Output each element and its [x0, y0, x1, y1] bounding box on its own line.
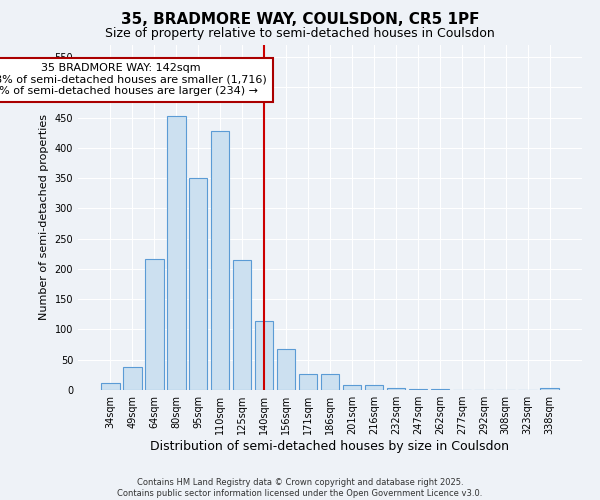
- Bar: [189, 178, 208, 390]
- Text: Contains HM Land Registry data © Crown copyright and database right 2025.
Contai: Contains HM Land Registry data © Crown c…: [118, 478, 482, 498]
- Bar: [233, 260, 251, 390]
- Text: 35 BRADMORE WAY: 142sqm
← 88% of semi-detached houses are smaller (1,716)
12% of: 35 BRADMORE WAY: 142sqm ← 88% of semi-de…: [0, 63, 267, 96]
- Bar: [320, 374, 340, 390]
- Bar: [386, 388, 405, 390]
- Bar: [365, 385, 383, 390]
- Bar: [343, 385, 361, 390]
- Bar: [123, 367, 142, 390]
- Bar: [211, 131, 229, 390]
- Bar: [255, 321, 274, 390]
- Bar: [541, 388, 559, 390]
- Bar: [299, 374, 317, 390]
- Bar: [145, 258, 164, 390]
- Text: 35, BRADMORE WAY, COULSDON, CR5 1PF: 35, BRADMORE WAY, COULSDON, CR5 1PF: [121, 12, 479, 28]
- Bar: [277, 350, 295, 390]
- Bar: [101, 384, 119, 390]
- Y-axis label: Number of semi-detached properties: Number of semi-detached properties: [39, 114, 49, 320]
- Bar: [409, 389, 427, 390]
- Bar: [167, 116, 185, 390]
- Text: Size of property relative to semi-detached houses in Coulsdon: Size of property relative to semi-detach…: [105, 28, 495, 40]
- X-axis label: Distribution of semi-detached houses by size in Coulsdon: Distribution of semi-detached houses by …: [151, 440, 509, 453]
